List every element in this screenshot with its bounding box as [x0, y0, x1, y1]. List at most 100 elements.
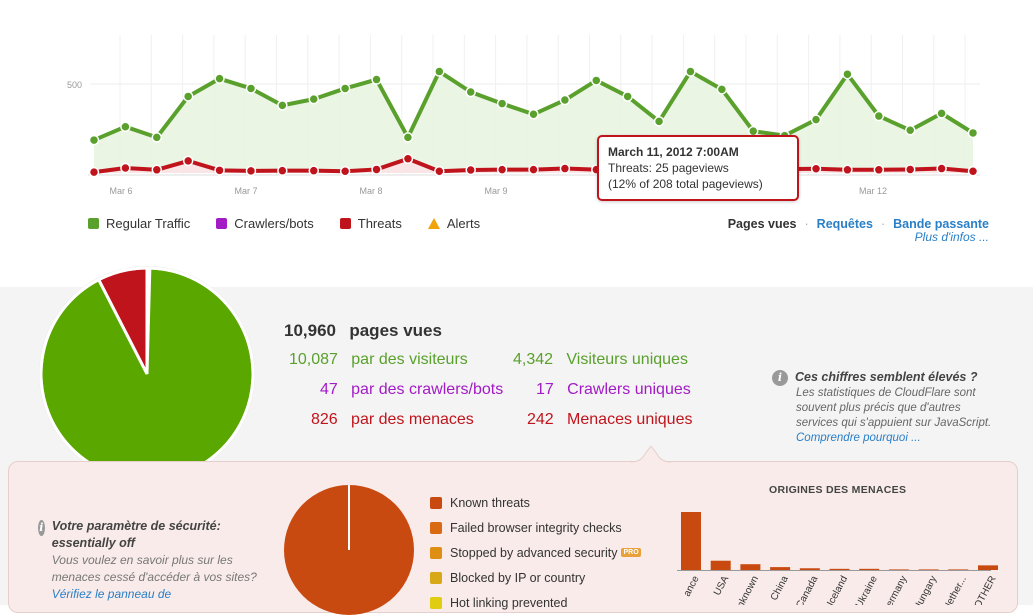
data-point — [182, 91, 194, 102]
data-point — [371, 164, 382, 175]
check-panel-link[interactable]: Vérifiez le panneau de — [51, 587, 172, 601]
threat-type-label: Failed browser integrity checks — [450, 520, 622, 535]
data-point — [528, 164, 539, 175]
data-point — [277, 100, 288, 111]
understand-why-link[interactable]: Comprendre pourquoi ... — [796, 432, 921, 445]
pro-badge: PRO — [621, 548, 641, 557]
data-point — [873, 110, 885, 122]
data-point — [120, 162, 131, 174]
data-point — [810, 114, 822, 125]
country-label: Hungary — [912, 574, 939, 605]
data-point — [245, 83, 257, 94]
country-label: OTHER — [973, 574, 999, 605]
data-point — [120, 121, 131, 132]
known-threats-swatch — [430, 496, 442, 509]
more-info-link[interactable]: Plus d'infos ... — [914, 230, 989, 244]
crawlers-swatch — [216, 218, 228, 229]
total-label: pages vues — [349, 321, 442, 340]
legend-item-regular-traffic[interactable]: Regular Traffic — [88, 216, 190, 231]
legend-item-crawlers[interactable]: Crawlers/bots — [216, 216, 314, 231]
unique-visitors-label: Visiteurs uniques — [566, 351, 688, 368]
data-point — [402, 153, 414, 165]
data-point — [936, 163, 947, 174]
data-point — [151, 164, 163, 176]
total-pageviews: 10,960 — [284, 321, 336, 340]
unique-threats-label: Menaces uniques — [567, 411, 693, 428]
origin-bar — [710, 560, 731, 570]
country-label: ermany — [884, 574, 909, 605]
visitors-row: 10,087 par des visiteurs — [289, 351, 468, 369]
country-label: Canada — [794, 574, 820, 605]
threat-type-label: Known threats — [450, 495, 530, 510]
data-point — [214, 165, 225, 176]
legend-label: Threats — [357, 216, 402, 231]
data-point — [465, 164, 476, 176]
data-point — [88, 166, 100, 178]
data-point — [465, 86, 476, 98]
x-tick-label: Mar 12 — [859, 186, 887, 196]
unique-threats-count: 242 — [527, 411, 554, 428]
x-tick-label: Mar 7 — [234, 186, 257, 196]
country-label: nknown — [735, 574, 761, 605]
data-point — [559, 94, 571, 106]
tab-bande-passante[interactable]: Bande passante — [893, 217, 989, 231]
data-point — [182, 155, 194, 167]
threat-types-pie-chart — [284, 485, 414, 615]
pageviews-pie-chart — [39, 266, 255, 482]
threat-type-label: Hot linking prevented — [450, 595, 568, 610]
unique-crawlers-row: 17 Crawlers uniques — [536, 381, 691, 399]
country-label: China — [769, 574, 791, 603]
security-text: Vous voulez en savoir plus sur les menac… — [51, 553, 257, 584]
hotlinking-swatch — [430, 596, 442, 609]
threat-origins-title: ORIGINES DES MENACES — [769, 484, 907, 496]
threats-section — [8, 446, 1018, 613]
threat-type-item[interactable]: Known threats — [430, 490, 641, 515]
info-box: i Ces chiffres semblent élevés ? Les stat… — [772, 370, 1002, 446]
data-point — [88, 134, 100, 146]
threat-type-item[interactable]: Failed browser integrity checks — [430, 515, 641, 540]
legend-label: Crawlers/bots — [234, 216, 314, 231]
threat-type-item[interactable]: Blocked by IP or country — [430, 565, 641, 590]
origin-bar — [829, 568, 850, 570]
data-point — [434, 66, 445, 77]
country-label: Ukraine — [854, 574, 880, 605]
threat-type-label: Stopped by advanced security — [450, 545, 618, 560]
origin-bar — [799, 568, 820, 570]
threats-label: par des menaces — [351, 411, 474, 428]
data-point — [308, 93, 319, 105]
origin-bar — [740, 564, 761, 570]
data-point — [308, 165, 319, 176]
warning-icon — [427, 218, 440, 229]
data-point — [842, 68, 853, 80]
tooltip-title: March 11, 2012 7:00AM — [608, 145, 739, 159]
threat-type-item[interactable]: Stopped by advanced security PRO — [430, 540, 641, 565]
ip-country-swatch — [430, 571, 442, 584]
data-point — [967, 165, 979, 177]
view-switcher: Pages vues · Requêtes · Bande passante — [727, 217, 989, 231]
visitors-label: par des visiteurs — [351, 351, 468, 368]
info-icon: i — [38, 520, 45, 536]
x-tick-label: Mar 6 — [109, 186, 132, 196]
chart-legend: Regular Traffic Crawlers/bots Threats Al… — [88, 216, 506, 231]
threat-type-item[interactable]: Hot linking prevented — [430, 590, 641, 615]
traffic-chart: 500 Mar 6 Mar 7 Mar 8 Mar 9 Mar 12 — [67, 35, 980, 196]
data-point — [339, 165, 351, 177]
total-row: 10,960 pages vues — [284, 321, 442, 341]
data-point — [591, 75, 602, 86]
data-point — [873, 164, 885, 176]
data-point — [496, 164, 508, 175]
security-setting-block: i Votre paramètre de sécurité: essential… — [38, 518, 268, 603]
tab-pages-vues[interactable]: Pages vues — [727, 217, 797, 231]
tooltip-line: Threats: 25 pageviews — [608, 161, 729, 175]
legend-item-alerts[interactable]: Alerts — [427, 216, 480, 231]
unique-visitors-count: 4,342 — [513, 351, 554, 368]
threats-swatch — [339, 218, 351, 229]
info-icon: i — [772, 370, 788, 386]
tab-requetes[interactable]: Requêtes — [816, 217, 873, 231]
data-point — [528, 109, 539, 120]
data-point — [339, 83, 351, 94]
data-point — [559, 163, 571, 174]
data-point — [434, 165, 445, 177]
country-label: Nether... — [941, 574, 968, 605]
legend-item-threats[interactable]: Threats — [339, 216, 402, 231]
